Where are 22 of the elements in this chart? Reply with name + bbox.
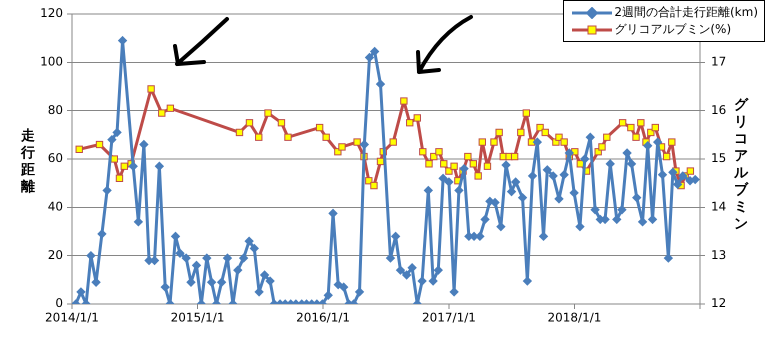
- y2-tick-label: 13: [711, 248, 726, 262]
- x-tick-label: 2017/1/1: [422, 310, 476, 324]
- y-tick-label: 20: [48, 248, 63, 262]
- legend-label: グリコアルブミン(%): [614, 21, 732, 38]
- y-tick-label: 120: [40, 6, 63, 20]
- x-tick-label: 2016/1/1: [296, 310, 350, 324]
- x-tick-label: 2014/1/1: [45, 310, 99, 324]
- y-tick-label: 0: [55, 296, 63, 310]
- x-tick-label: 2018/1/1: [548, 310, 602, 324]
- y-tick-label: 60: [48, 151, 63, 166]
- y-tick-label: 100: [40, 54, 63, 68]
- legend-label: 2週間の合計走行距離(km): [614, 4, 758, 21]
- y2-tick-label: 12: [711, 296, 726, 310]
- y2-tick-label: 14: [711, 199, 726, 214]
- y-tick-label: 40: [48, 199, 63, 214]
- y-axis-title: 走行距離: [20, 128, 36, 196]
- y2-tick-label: 15: [711, 151, 726, 166]
- x-tick-label: 2015/1/1: [170, 310, 224, 324]
- y-tick-label: 80: [48, 102, 63, 117]
- y2-tick-label: 17: [711, 54, 726, 68]
- y2-axis-title: グリコアルブミン: [733, 97, 750, 233]
- y2-tick-label: 16: [711, 102, 726, 117]
